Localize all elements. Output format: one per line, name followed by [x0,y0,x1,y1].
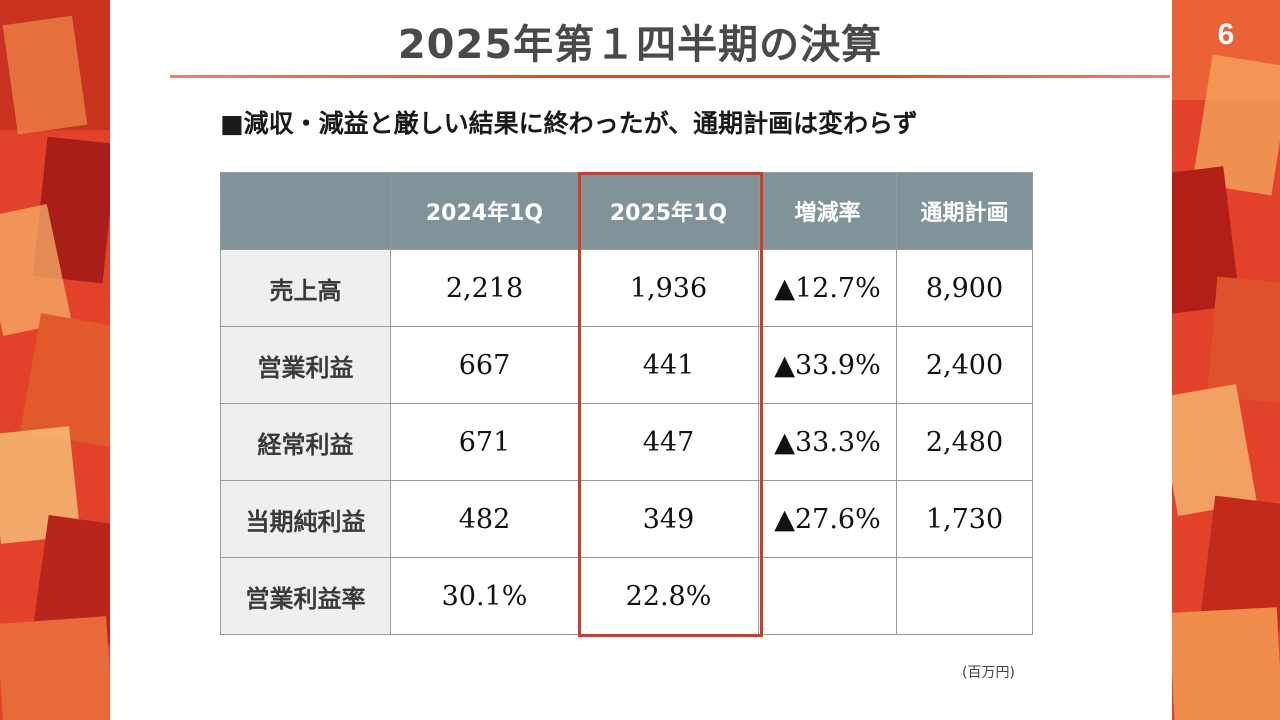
table-cell [896,557,1033,635]
column-header: 通期計画 [896,172,1033,250]
table-cell: ▲12.7% [758,249,897,327]
table-row: 売上高 2,218 1,936 ▲12.7% 8,900 [220,249,1033,327]
column-header: 2024年1Q [390,172,579,250]
table-row: 営業利益率 30.1% 22.8% [220,557,1033,635]
decorative-side-panel-right [1172,0,1280,720]
table-cell: ▲27.6% [758,480,897,558]
table-corner-cell [220,172,391,250]
table-cell: 667 [390,326,579,404]
table-cell: 22.8% [578,557,759,635]
table-cell: 2,218 [390,249,579,327]
table-row: 営業利益 667 441 ▲33.9% 2,400 [220,326,1033,404]
row-label: 営業利益 [220,326,391,404]
column-header: 2025年1Q [578,172,759,250]
table-cell: ▲33.9% [758,326,897,404]
row-label: 経常利益 [220,403,391,481]
column-header: 増減率 [758,172,897,250]
financial-results-table: 2024年1Q 2025年1Q 増減率 通期計画 売上高 2,218 1,936… [220,172,1033,635]
unit-note: (百万円) [962,665,1015,681]
table-cell: 8,900 [896,249,1033,327]
decorative-side-panel-left [0,0,110,720]
table-cell: 349 [578,480,759,558]
row-label: 当期純利益 [220,480,391,558]
table-cell: 441 [578,326,759,404]
table-cell: 447 [578,403,759,481]
table-cell: 2,400 [896,326,1033,404]
page-number: 6 [1217,18,1235,51]
table-row: 経常利益 671 447 ▲33.3% 2,480 [220,403,1033,481]
table-cell: 30.1% [390,557,579,635]
slide-title: 2025年第１四半期の決算 [397,22,883,68]
table-cell: 1,730 [896,480,1033,558]
table-row: 当期純利益 482 349 ▲27.6% 1,730 [220,480,1033,558]
table-header-row: 2024年1Q 2025年1Q 増減率 通期計画 [220,172,1033,250]
table-cell: 671 [390,403,579,481]
row-label: 営業利益率 [220,557,391,635]
slide-subtitle: ■減収・減益と厳しい結果に終わったが、通期計画は変わらず [220,109,918,138]
table-cell [758,557,897,635]
table-cell: ▲33.3% [758,403,897,481]
title-underline [170,75,1170,78]
table-cell: 1,936 [578,249,759,327]
table-cell: 482 [390,480,579,558]
table-cell: 2,480 [896,403,1033,481]
row-label: 売上高 [220,249,391,327]
